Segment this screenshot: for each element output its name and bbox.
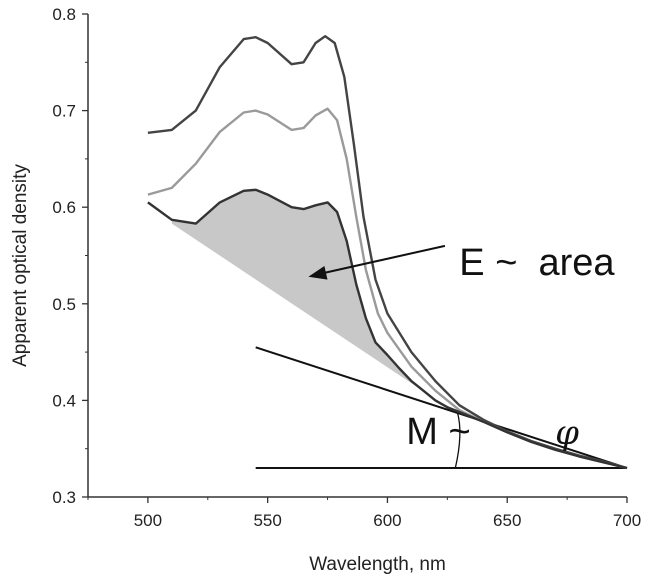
tangent-line [255, 346, 628, 469]
y-tick-label: 0.3 [52, 488, 76, 507]
x-tick-label: 500 [134, 511, 162, 530]
annotation-arrow-head [308, 266, 328, 280]
y-tick-label: 0.8 [52, 5, 76, 24]
plot-area [147, 35, 628, 470]
annotation-magnitude-label: M ~ [406, 411, 481, 453]
shaded-area [171, 189, 448, 408]
annotations: E ~ area M ~ φ [332, 242, 631, 453]
x-tick-label: 600 [373, 511, 401, 530]
annotation-magnitude: M ~ φ [332, 411, 631, 453]
annotation-phi-symbol: φ [555, 413, 579, 453]
annotation-energy-area: E ~ area [459, 242, 615, 284]
ticks: 500 550 600 650 700 0.3 0.4 0.5 0.6 0.7 0.8 [52, 5, 641, 530]
y-tick-label: 0.7 [52, 102, 76, 121]
annotation-arrow-shaft [320, 244, 446, 275]
angle-arc [454, 411, 461, 469]
y-axis-title: Apparent optical density [10, 164, 31, 367]
x-axis-title: Wavelength, nm [309, 554, 446, 575]
x-tick-label: 550 [253, 511, 281, 530]
y-tick-label: 0.5 [52, 295, 76, 314]
series-line-bottom [147, 188, 628, 470]
y-tick-label: 0.4 [52, 391, 76, 410]
x-tick-label: 650 [493, 511, 521, 530]
x-tick-label: 700 [613, 511, 641, 530]
y-tick-label: 0.6 [52, 198, 76, 217]
